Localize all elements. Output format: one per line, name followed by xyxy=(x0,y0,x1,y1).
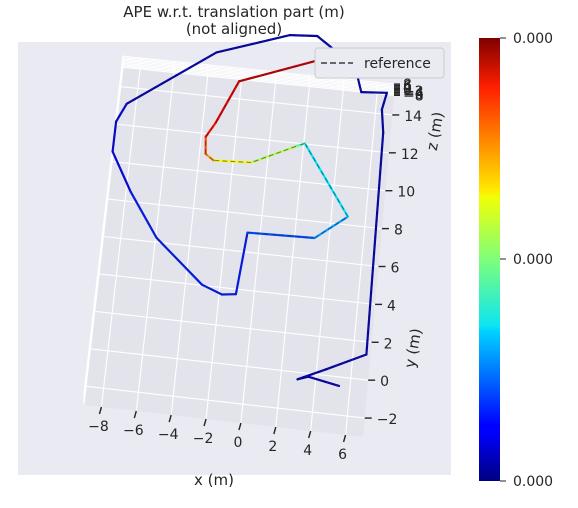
floor-grid-y xyxy=(86,385,365,419)
reference-dash-segment xyxy=(295,142,306,147)
reference-dash-segment xyxy=(205,122,217,138)
x-tick-mark xyxy=(168,414,172,423)
z-tick-label: −2 xyxy=(403,84,424,100)
y-tick-label: 10 xyxy=(397,185,415,201)
floor-grid-y xyxy=(103,235,379,268)
z-tick-label: −6 xyxy=(403,87,424,103)
reference-dash-segment xyxy=(381,92,388,110)
x-tick-mark xyxy=(308,430,312,439)
z-tick-label: 4 xyxy=(403,80,412,96)
trajectory-segment xyxy=(214,80,241,124)
floor-grid-y xyxy=(116,123,389,154)
z-tick-label: −8 xyxy=(403,88,424,104)
back-grid-z xyxy=(122,59,395,89)
x-tick-label: 6 xyxy=(338,447,347,463)
reference-dash-segment xyxy=(365,132,384,355)
y-tick-label: 12 xyxy=(401,147,419,163)
z-tick-label: −4 xyxy=(403,86,424,102)
x-tick-label: −4 xyxy=(158,427,179,443)
floor-grid-y xyxy=(120,86,393,116)
y-tick-label: 8 xyxy=(394,223,403,239)
reference-dash-segment xyxy=(130,191,158,239)
floor-grid-y xyxy=(112,161,386,192)
reference-dash-segment xyxy=(326,353,367,370)
reference-dash-segment xyxy=(156,237,203,286)
colorbar-gradient xyxy=(479,38,500,481)
x-tick-mark xyxy=(203,418,207,427)
left-grid-z xyxy=(83,56,124,394)
reference-dash-segment xyxy=(361,91,387,94)
floor-grid-y xyxy=(94,310,372,343)
reference-dash-segment xyxy=(235,232,249,295)
y-tick-label: 2 xyxy=(384,336,393,352)
x-tick-mark xyxy=(273,426,277,435)
y-tick-label: −2 xyxy=(377,412,398,428)
colorbar-label-mid: 0.000 xyxy=(513,252,553,268)
reference-dash-segment xyxy=(289,34,318,37)
colorbar: 0.000 0.000 0.000 xyxy=(479,31,553,490)
colorbar-label-top: 0.000 xyxy=(513,31,553,47)
y-tick-label: 4 xyxy=(387,298,396,314)
legend-entry-reference: reference xyxy=(364,56,431,72)
axis-panes xyxy=(84,55,394,437)
x-tick-mark xyxy=(98,406,103,415)
reference-dash-segment xyxy=(304,143,349,217)
x-tick-label: −6 xyxy=(123,423,144,439)
back-grid-z xyxy=(122,63,395,94)
reference-dash-segment xyxy=(314,216,349,239)
reference-dash-segment xyxy=(354,66,362,93)
reference-dash-segment xyxy=(112,151,132,192)
chart-subtitle: (not aligned) xyxy=(186,20,282,38)
reference-dash-segment xyxy=(201,284,223,295)
reference-dash-segment xyxy=(238,58,322,82)
floor-pane xyxy=(84,68,394,437)
grid-lines xyxy=(83,55,395,436)
x-axis-label: x (m) xyxy=(194,471,234,489)
reference-dash-segment xyxy=(247,232,315,239)
reference-dash-segment xyxy=(112,121,117,152)
x-tick-label: −8 xyxy=(88,419,109,435)
legend: reference xyxy=(314,47,445,79)
reference-dash-segment xyxy=(205,153,214,161)
trajectory-line xyxy=(111,33,388,387)
colorbar-label-bottom: 0.000 xyxy=(513,474,553,490)
x-tick-label: 4 xyxy=(303,443,312,459)
z-tick-label: 6 xyxy=(403,79,412,95)
chart-title: APE w.r.t. translation part (m) xyxy=(123,3,344,21)
y-tick-label: 0 xyxy=(380,374,389,390)
z-tick-label: 2 xyxy=(403,81,412,97)
trajectory-segment xyxy=(250,145,298,164)
back-grid-z xyxy=(122,56,395,87)
x-tick-label: −2 xyxy=(193,431,214,447)
z-tick-label: 0 xyxy=(403,83,412,99)
x-tick-mark xyxy=(342,434,347,443)
back-grid-z xyxy=(122,66,395,96)
x-tick-mark xyxy=(238,422,242,431)
y-tick-label: 14 xyxy=(404,109,422,125)
x-tick-label: 2 xyxy=(268,439,277,455)
x-tick-label: 0 xyxy=(233,435,242,451)
legend-box xyxy=(314,47,445,79)
reference-dash-segment xyxy=(381,109,384,133)
reference-dash-segment xyxy=(297,368,327,380)
reference-dash-segment xyxy=(308,376,340,387)
reference-dash-segment xyxy=(115,103,128,122)
back-grid-z xyxy=(122,55,395,85)
reference-dash-segment xyxy=(216,34,291,53)
x-tick-mark xyxy=(133,410,137,419)
back-grid-z xyxy=(122,58,395,88)
floor-grid-y xyxy=(90,348,369,381)
reference-dash-segment xyxy=(213,159,252,164)
y-tick-label: 6 xyxy=(391,261,400,277)
z-tick-label: 8 xyxy=(403,77,412,93)
reference-dash-segment xyxy=(126,51,217,105)
back-grid-z xyxy=(122,65,395,95)
